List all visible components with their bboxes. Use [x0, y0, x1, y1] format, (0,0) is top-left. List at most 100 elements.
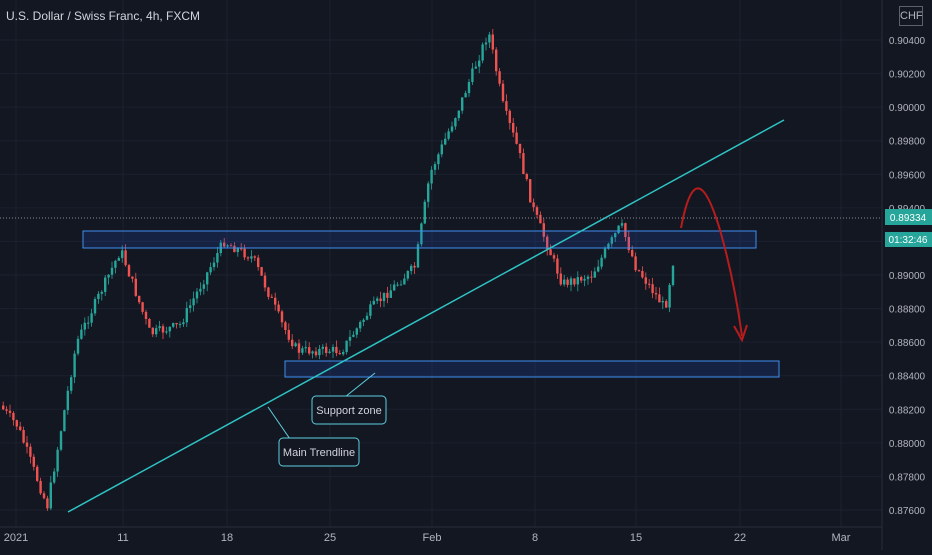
resistance-zone[interactable]: [82, 230, 757, 249]
candle-body: [318, 348, 321, 356]
candle-body: [379, 298, 382, 302]
candle-body: [308, 347, 311, 354]
candle-body: [518, 143, 522, 154]
candle-body: [209, 267, 212, 273]
candle-body: [19, 426, 22, 430]
candle-body: [546, 236, 549, 250]
candle-body: [202, 284, 205, 289]
candle-body: [104, 277, 107, 292]
candle-body: [607, 243, 610, 249]
candle-body: [552, 255, 556, 259]
candle-body: [569, 278, 573, 285]
price-tick-label: 0.89600: [889, 170, 926, 181]
candles: [2, 28, 675, 511]
candle-body: [192, 298, 195, 306]
candle-body: [66, 390, 69, 411]
support-zone[interactable]: [284, 360, 780, 378]
candle-body: [586, 276, 590, 280]
candle-body: [291, 339, 294, 347]
candle-body: [372, 300, 375, 305]
main-trendline-label: Main Trendline: [283, 447, 355, 459]
candle-body: [277, 304, 280, 312]
candle-body: [226, 245, 229, 247]
currency-label[interactable]: CHF: [899, 6, 923, 26]
candle-body: [144, 311, 148, 319]
candle-body: [512, 122, 515, 133]
candle-body: [131, 276, 134, 279]
projection-arrow[interactable]: [680, 187, 743, 337]
candle-body: [556, 258, 559, 274]
support-zone-label: Support zone: [316, 405, 381, 417]
candle-body: [529, 179, 532, 203]
candle-body: [2, 405, 5, 410]
last-price-badge: 0.89334: [885, 209, 932, 225]
candle-body: [515, 132, 518, 144]
candle-body: [600, 257, 603, 267]
candle-body: [311, 351, 314, 354]
candle-body: [593, 271, 596, 278]
time-tick-label: 22: [734, 532, 746, 544]
candle-body: [22, 429, 25, 443]
candle-body: [365, 315, 369, 320]
candle-body: [243, 248, 246, 258]
time-tick-label: Mar: [832, 532, 851, 544]
main-trendline-callout[interactable]: Main Trendline: [278, 437, 360, 467]
candle-body: [294, 343, 297, 347]
candle-body: [563, 279, 566, 285]
candle-body: [484, 42, 488, 45]
main-trendline[interactable]: [67, 119, 785, 513]
candle-body: [491, 34, 494, 50]
price-tick-label: 0.90400: [889, 36, 926, 47]
price-tick-label: 0.90200: [889, 70, 926, 81]
support-callout-pointer: [344, 372, 376, 398]
candle-body: [56, 449, 59, 472]
candle-body: [301, 348, 304, 353]
candle-body: [15, 420, 18, 427]
candle-body: [138, 295, 141, 303]
price-tick-label: 0.89800: [889, 137, 926, 148]
candle-body: [467, 82, 471, 94]
candle-body: [29, 446, 32, 457]
candle-body: [355, 328, 358, 335]
price-axis[interactable]: 0.904000.902000.900000.898000.896000.894…: [889, 36, 926, 517]
candle-body: [665, 301, 668, 308]
candle-body: [661, 301, 664, 303]
candle-body: [267, 287, 270, 297]
candle-body: [148, 318, 151, 328]
candle-body: [151, 327, 154, 335]
support-zone-callout[interactable]: Support zone: [311, 395, 387, 425]
time-axis[interactable]: 2021 11 18 25 Feb 8 15 22 Mar: [4, 532, 851, 544]
candle-body: [648, 283, 651, 285]
candle-body: [559, 273, 562, 285]
candle-body: [461, 97, 464, 111]
candle-body: [454, 118, 457, 127]
candle-body: [505, 101, 508, 111]
candle-body: [195, 291, 199, 299]
candle-body: [488, 34, 491, 43]
candle-body: [223, 242, 226, 247]
candle-body: [182, 322, 185, 325]
candle-body: [430, 169, 433, 184]
candle-body: [348, 336, 352, 341]
candle-body: [406, 270, 409, 279]
candle-body: [178, 324, 182, 326]
candle-body: [25, 442, 29, 447]
candle-body: [93, 299, 97, 314]
price-tick-label: 0.89000: [889, 271, 926, 282]
candle-body: [410, 265, 413, 271]
candle-body: [253, 256, 256, 258]
candle-body: [257, 257, 260, 268]
candle-body: [597, 266, 600, 272]
candle-body: [39, 480, 42, 494]
candle-body: [549, 249, 552, 256]
time-tick-label: 2021: [4, 532, 28, 544]
candle-body: [240, 248, 243, 250]
time-tick-label: 8: [532, 532, 538, 544]
candle-body: [495, 49, 498, 72]
candle-body: [658, 294, 661, 303]
candle-body: [297, 343, 301, 353]
candle-body: [427, 183, 430, 202]
candle-body: [362, 319, 365, 322]
candle-body: [274, 297, 277, 305]
